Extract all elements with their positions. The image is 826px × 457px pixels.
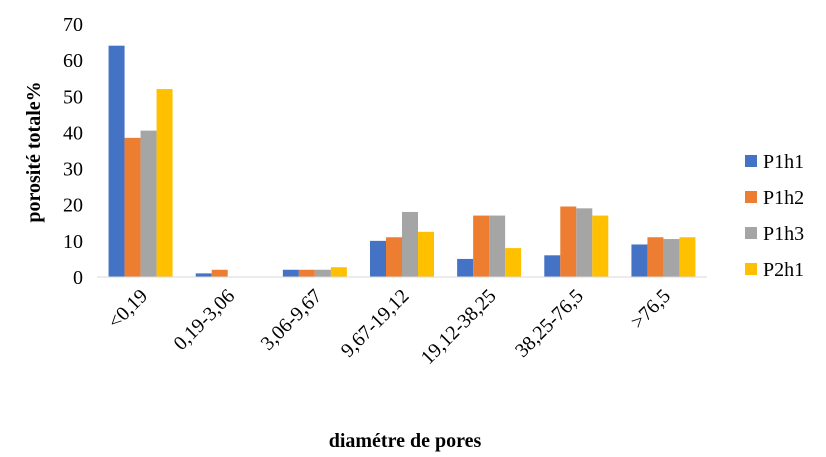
legend-swatch-p1h1 bbox=[745, 155, 757, 167]
y-tick-label: 40 bbox=[63, 122, 83, 144]
bar-p2h1-6 bbox=[679, 237, 696, 277]
bar-p1h2-5 bbox=[560, 206, 577, 277]
legend-label-p2h1: P2h1 bbox=[763, 259, 804, 281]
legend-swatch-p1h2 bbox=[745, 191, 757, 203]
bars bbox=[108, 45, 696, 277]
bar-p1h2-2 bbox=[298, 269, 315, 277]
y-tick-label: 20 bbox=[63, 195, 83, 217]
legend-label-p1h1: P1h1 bbox=[763, 151, 804, 173]
bar-p2h1-5 bbox=[592, 215, 609, 277]
bar-p2h1-3 bbox=[418, 231, 434, 277]
x-tick-label: >76,5 bbox=[627, 285, 675, 333]
bar-p2h1-2 bbox=[330, 267, 347, 277]
x-axis-ticks: <0,19 0,19-3,06 3,06-9,67 9,67-19,12 19,12-3… bbox=[104, 285, 675, 369]
bar-p1h3-0 bbox=[140, 130, 157, 277]
bar-p1h2-0 bbox=[124, 137, 141, 277]
bar-p1h1-6 bbox=[631, 244, 648, 277]
bar-p1h3-5 bbox=[576, 208, 593, 277]
bar-p1h2-4 bbox=[473, 215, 490, 277]
x-tick-label: 19,12-38,25 bbox=[417, 285, 501, 369]
bar-p1h2-3 bbox=[386, 237, 402, 277]
legend: P1h1 P1h2 P1h3 P2h1 bbox=[745, 151, 804, 281]
y-axis-ticks: 0 10 20 30 40 50 60 70 bbox=[63, 14, 83, 289]
legend-label-p1h3: P1h3 bbox=[763, 223, 804, 245]
bar-p1h1-3 bbox=[370, 240, 386, 277]
x-tick-label: 0,19-3,06 bbox=[169, 285, 239, 355]
bar-p1h3-3 bbox=[402, 211, 418, 277]
bar-p1h2-6 bbox=[647, 237, 664, 277]
bar-p1h1-0 bbox=[108, 45, 125, 277]
bar-p1h1-5 bbox=[544, 255, 561, 277]
bar-p1h1-4 bbox=[457, 258, 474, 277]
bar-p1h1-1 bbox=[195, 273, 212, 277]
bar-p1h3-6 bbox=[663, 239, 680, 277]
legend-swatch-p2h1 bbox=[745, 263, 757, 275]
bar-p1h2-1 bbox=[211, 269, 228, 277]
x-tick-label: 3,06-9,67 bbox=[257, 285, 327, 355]
y-tick-label: 60 bbox=[63, 50, 83, 72]
x-tick-label: 9,67-19,12 bbox=[337, 285, 414, 362]
bar-p2h1-4 bbox=[505, 248, 522, 277]
y-tick-label: 70 bbox=[63, 14, 83, 36]
x-tick-label: 38,25-76,5 bbox=[511, 285, 588, 362]
x-tick-label: <0,19 bbox=[104, 285, 152, 333]
bar-p2h1-0 bbox=[156, 89, 173, 277]
legend-swatch-p1h3 bbox=[745, 227, 757, 239]
bar-p1h1-2 bbox=[282, 269, 299, 277]
y-axis-title: porosité totale% bbox=[23, 81, 45, 222]
y-tick-label: 30 bbox=[63, 159, 83, 181]
y-tick-label: 10 bbox=[63, 231, 83, 253]
y-tick-label: 0 bbox=[73, 267, 83, 289]
y-tick-label: 50 bbox=[63, 86, 83, 108]
bar-p1h3-2 bbox=[314, 269, 331, 277]
bar-p1h3-4 bbox=[489, 215, 506, 277]
x-axis-title: diamétre de pores bbox=[329, 430, 482, 452]
legend-label-p1h2: P1h2 bbox=[763, 187, 804, 209]
